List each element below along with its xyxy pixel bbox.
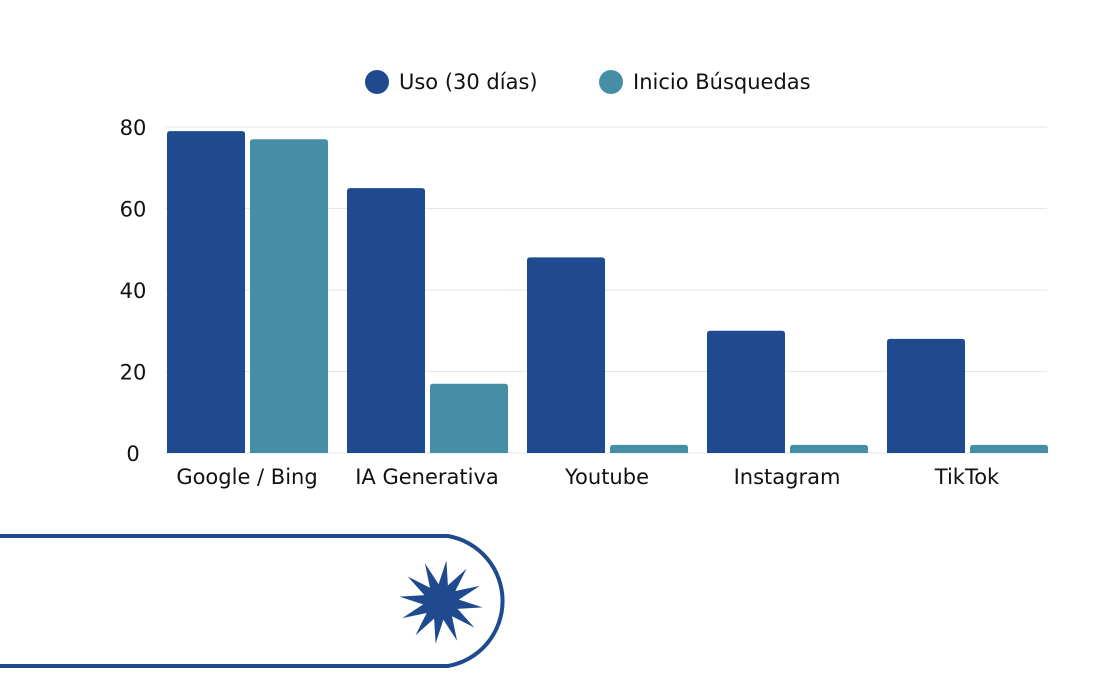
bar-uso <box>527 257 605 453</box>
bar-inicio <box>430 383 508 453</box>
legend-marker <box>365 70 389 94</box>
bar-uso <box>167 131 245 453</box>
legend-label: Uso (30 días) <box>399 70 538 94</box>
x-tick-label: Youtube <box>564 465 649 489</box>
y-tick-label: 0 <box>126 442 139 466</box>
x-tick-label: Google / Bing <box>176 465 317 489</box>
legend-label: Inicio Búsquedas <box>633 70 811 94</box>
y-tick-label: 80 <box>120 116 147 140</box>
y-tick-label: 60 <box>120 198 147 222</box>
bar-uso <box>887 338 965 453</box>
bar-inicio <box>790 444 868 453</box>
x-tick-label: TikTok <box>934 465 1000 489</box>
bar-uso <box>707 330 785 453</box>
x-tick-label: IA Generativa <box>355 465 499 489</box>
bar-uso <box>347 188 425 453</box>
y-tick-label: 20 <box>120 361 147 385</box>
rounded-banner-outline <box>0 534 505 668</box>
bar-inicio <box>610 444 688 453</box>
bar-inicio <box>250 139 328 453</box>
y-tick-label: 40 <box>120 279 147 303</box>
bar-inicio <box>970 444 1048 453</box>
star-burst-icon <box>399 560 483 644</box>
legend-marker <box>599 70 623 94</box>
x-tick-label: Instagram <box>734 465 841 489</box>
